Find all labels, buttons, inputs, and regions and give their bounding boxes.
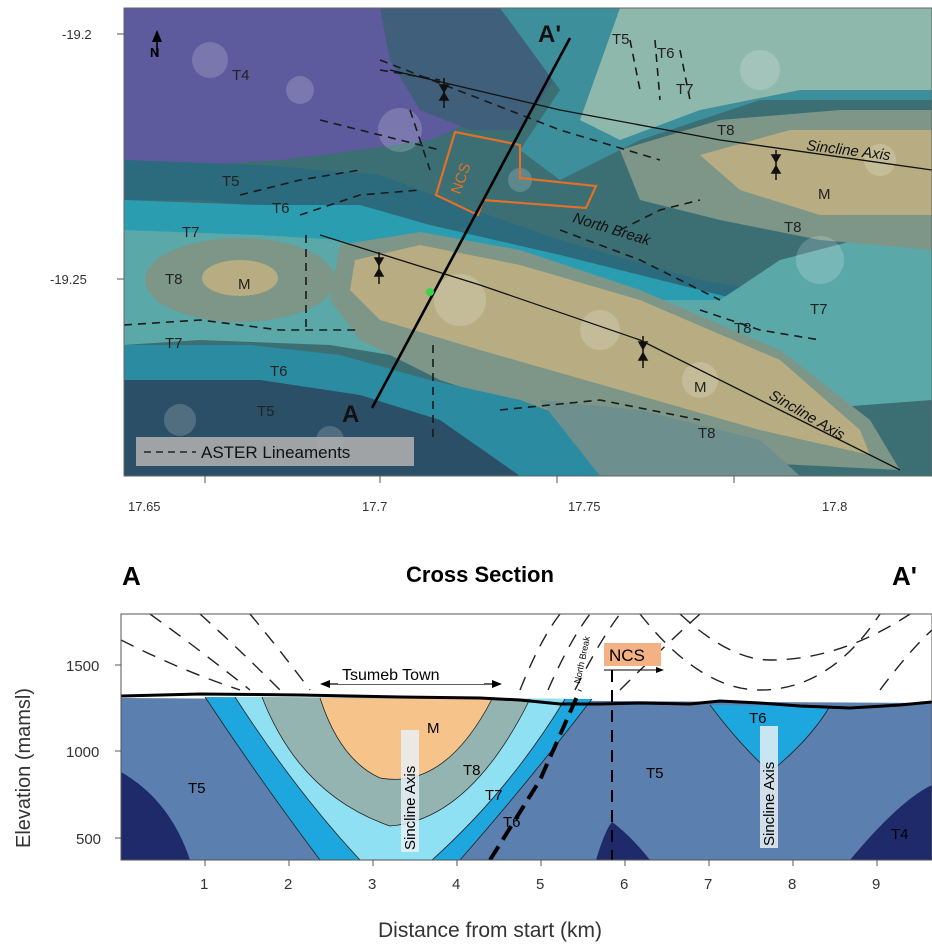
section-x-tick: 8 (788, 876, 796, 893)
unit-t7-upper-area (580, 8, 932, 140)
section-x-tick: 1 (200, 876, 208, 893)
section-y-tick: 500 (76, 831, 101, 848)
geologic-map: NCS (124, 8, 932, 476)
map-label-t7-top: T7 (676, 81, 694, 98)
north-arrow: N (150, 30, 162, 60)
section-x-tick: 9 (872, 876, 880, 893)
section-unit-t4-center (596, 822, 650, 860)
unit-m-central-area (350, 245, 870, 455)
section-label-t8: T8 (463, 762, 481, 779)
section-y-tick: 1500 (66, 658, 99, 675)
section-line (370, 37, 572, 409)
green-marker (426, 288, 434, 296)
syncline-axis-label-2: Sincline Axis (761, 762, 778, 846)
legend-label: ASTER Lineaments (201, 443, 350, 462)
map-frame (123, 7, 932, 477)
syncline-axes (319, 69, 932, 471)
section-label-t5-left: T5 (188, 780, 206, 797)
map-label-t7-left: T7 (182, 224, 200, 241)
map-axes: 17.65 17.7 17.75 17.8 -19.2 -19.25 (50, 27, 847, 514)
section-label-t6: T6 (503, 814, 521, 831)
map-label-t6-bottom: T6 (270, 363, 288, 380)
map-label-t6-top: T6 (657, 45, 675, 62)
map-label-t5-left: T5 (222, 173, 240, 190)
section-label-t4: T4 (891, 826, 909, 843)
map-label-t8-top: T8 (717, 122, 735, 139)
ncs-outline (434, 130, 598, 217)
north-break-fault (488, 689, 582, 860)
section-frame (120, 613, 932, 861)
map-label-t7-right: T7 (810, 301, 828, 318)
section-label-t6-right: T6 (749, 710, 767, 727)
section-start-label: A (342, 401, 359, 428)
unit-m-left-area (202, 260, 278, 296)
ground-surface (121, 692, 932, 710)
section-annotations: Tsumeb Town NCS North Break Sincline Axi… (188, 635, 909, 852)
unit-t8-lower-area (540, 400, 800, 476)
syncline-axis-label-1: Sincline Axis (402, 766, 419, 850)
section-x-label: Distance from start (km) (378, 919, 602, 942)
cross-section-plot (121, 614, 932, 860)
section-title: Cross Section (406, 562, 554, 587)
map-label-t8-mid: T8 (734, 320, 752, 337)
section-label-m: M (427, 720, 440, 737)
map-label-t4: T4 (232, 67, 250, 84)
section-x-tick: 2 (284, 876, 292, 893)
map-label-t8-left: T8 (165, 271, 183, 288)
map-y-tick: -19.2 (62, 27, 92, 42)
map-unit-labels: T4 T5 T6 T7 T8 M T5 T6 T7 T8 M T8 T7 T8 … (165, 31, 831, 442)
section-x-tick: 5 (536, 876, 544, 893)
unit-m-right-area (700, 130, 932, 215)
town-arrow-left-icon (320, 680, 330, 688)
map-x-tick: 17.75 (568, 499, 601, 514)
map-label-t8-right: T8 (784, 219, 802, 236)
map-label-m-left: M (238, 276, 251, 293)
ncs-section-box (604, 643, 661, 666)
projected-fold-traces (121, 614, 932, 691)
north-arrow-label: N (150, 45, 159, 60)
section-end-label-large: A' (892, 561, 917, 591)
section-axes: 1 2 3 4 5 6 7 8 9 500 1000 1500 (66, 658, 880, 893)
section-end-label: A' (538, 21, 561, 48)
map-y-tick: -19.25 (50, 272, 87, 287)
town-arrow-right-icon (492, 680, 502, 688)
section-start-label-large: A (122, 561, 141, 591)
map-x-tick: 17.65 (128, 499, 161, 514)
section-x-tick: 7 (704, 876, 712, 893)
section-x-tick: 4 (452, 876, 460, 893)
section-label-t5-mid: T5 (646, 765, 664, 782)
map-label-t5-top: T5 (612, 31, 630, 48)
map-x-tick: 17.8 (822, 499, 847, 514)
section-x-tick: 6 (620, 876, 628, 893)
fold-symbols (373, 78, 782, 368)
map-label-t6-left: T6 (272, 200, 290, 217)
map-label-t7-bottom-left: T7 (165, 335, 183, 352)
map-label-t8-bottom: T8 (698, 425, 716, 442)
map-legend: ASTER Lineaments (136, 437, 414, 466)
map-label-m-right: M (818, 186, 831, 203)
section-label-t7: T7 (485, 787, 503, 804)
ncs-section-label: NCS (609, 646, 645, 665)
section-y-tick: 1000 (66, 744, 99, 761)
section-y-label: Elevation (mamsl) (13, 688, 35, 848)
map-label-t5-bottom: T5 (257, 403, 275, 420)
section-unit-t4-left (121, 772, 190, 860)
section-unit-t4-right (850, 785, 932, 860)
town-label: Tsumeb Town (342, 667, 440, 684)
map-label-m-mid: M (694, 379, 707, 396)
map-x-tick: 17.7 (362, 499, 387, 514)
section-x-tick: 3 (368, 876, 376, 893)
